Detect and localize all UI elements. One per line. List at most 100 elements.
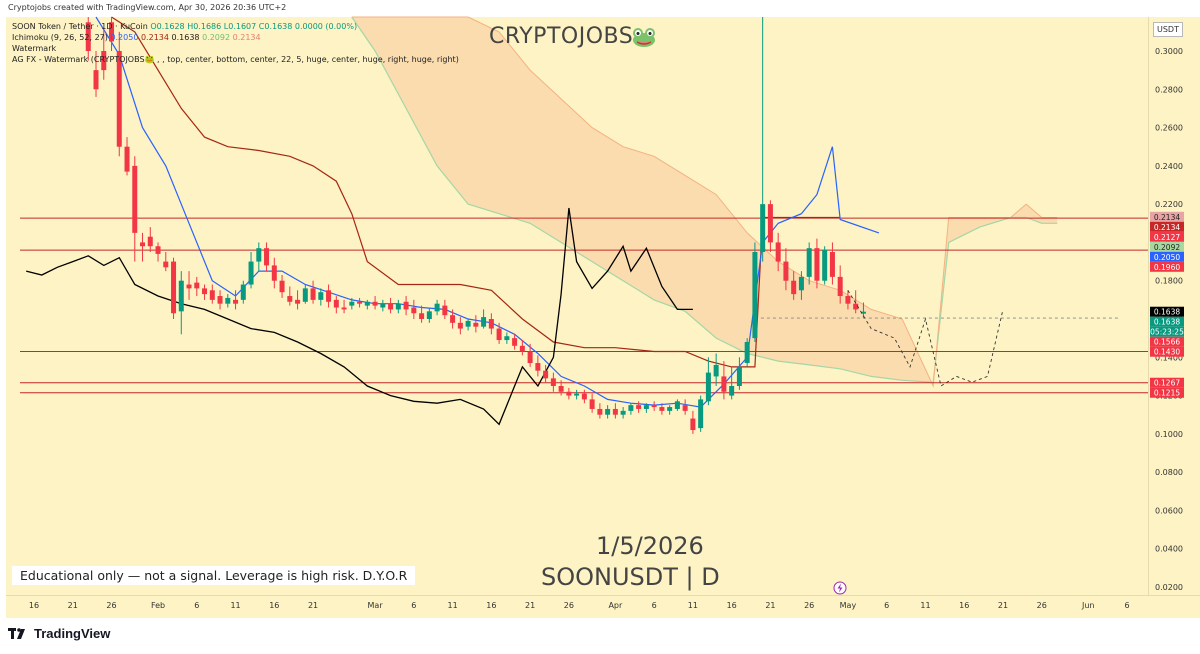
candle-body-22 <box>256 248 262 262</box>
candle-body-31 <box>326 290 332 302</box>
candle-body-29 <box>310 288 316 300</box>
candle-body-45 <box>434 303 440 312</box>
legend-agfx-line[interactable]: AG FX - Watermark (CRYPTOJOBS🐸 , , top, … <box>12 55 459 64</box>
candle-body-57 <box>527 351 533 364</box>
candle-body-92 <box>798 276 804 291</box>
price-label-bg-4 <box>1150 251 1184 262</box>
candle-body-43 <box>419 313 425 319</box>
x-tick-label-22: 11 <box>920 601 930 610</box>
candle-body-63 <box>574 393 580 396</box>
candle-body-17 <box>217 296 223 304</box>
candle-body-3 <box>109 22 115 42</box>
candle-body-39 <box>388 303 394 310</box>
price-label-10: 0.1267 <box>1154 379 1180 388</box>
x-tick-label-5: 11 <box>230 601 240 610</box>
price-label-bg-8 <box>1150 336 1184 347</box>
ichimoku-span-a-line <box>351 16 1058 383</box>
candle-body-20 <box>240 284 246 300</box>
price-label-bg-6 <box>1150 306 1184 317</box>
candle-body-86 <box>752 252 758 339</box>
candle-body-8 <box>147 236 153 247</box>
legend-high: H0.1686 <box>187 22 222 31</box>
candle-body-69 <box>620 410 626 415</box>
candle-body-44 <box>426 311 432 319</box>
chart-credit: Cryptojobs created with TradingView.com,… <box>8 3 287 12</box>
countdown-bg <box>1150 326 1184 337</box>
chikou-span-line <box>26 207 693 426</box>
candle-body-91 <box>791 280 797 295</box>
legend-symbol-line: SOON Token / Tether · 1D · KuCoin O0.162… <box>12 22 357 31</box>
candle-body-11 <box>171 261 177 314</box>
x-tick-label-6: 16 <box>269 601 279 610</box>
price-label-5: 0.1960 <box>1154 263 1180 272</box>
candle-body-87 <box>760 204 766 252</box>
candle-body-84 <box>736 366 742 386</box>
candle-body-42 <box>411 307 417 314</box>
candle-body-9 <box>155 246 161 254</box>
candle-body-75 <box>667 407 673 411</box>
legend-ichimoku-name[interactable]: Ichimoku (9, 26, 52, 27) <box>12 33 108 42</box>
projection-path <box>847 290 1004 387</box>
candle-body-27 <box>295 299 301 304</box>
legend-ichimoku-chikou: 0.1638 <box>171 33 200 42</box>
candle-body-7 <box>140 242 146 247</box>
x-tick-label-12: 21 <box>525 601 535 610</box>
x-tick-label-1: 21 <box>68 601 78 610</box>
x-tick-label-13: 26 <box>564 601 574 610</box>
x-tick-label-16: 11 <box>688 601 698 610</box>
y-tick-label-4: 0.2200 <box>1155 200 1183 209</box>
price-label-1: 0.2134 <box>1154 223 1180 232</box>
price-label-bg-9 <box>1150 346 1184 357</box>
currency-selector[interactable]: USDT <box>1153 22 1183 37</box>
legend-ichimoku-span-a: 0.2092 <box>202 33 231 42</box>
y-tick-label-2: 0.2600 <box>1155 124 1183 133</box>
y-tick-label-6: 0.1800 <box>1155 277 1183 286</box>
candle-body-89 <box>775 242 781 262</box>
time-scale[interactable] <box>6 595 1200 618</box>
candle-body-19 <box>233 299 239 304</box>
legend-symbol[interactable]: SOON Token / Tether · 1D · KuCoin <box>12 22 148 31</box>
x-tick-label-11: 16 <box>486 601 496 610</box>
candle-body-0 <box>85 22 91 51</box>
price-label-3: 0.2092 <box>1154 243 1180 252</box>
legend-watermark-line[interactable]: Watermark <box>12 44 57 53</box>
price-scale[interactable] <box>1148 17 1200 595</box>
candle-body-23 <box>264 248 270 266</box>
countdown-label: 05:23:25 <box>1150 328 1184 337</box>
watermark-brand: CRYPTOJOBS <box>489 24 634 49</box>
kijun-sen-line <box>111 16 841 368</box>
candle-body-93 <box>806 248 812 277</box>
legend-open: O0.1628 <box>150 22 185 31</box>
price-label-bg-3 <box>1150 241 1184 252</box>
candle-body-59 <box>543 370 549 379</box>
price-label-8: 0.1566 <box>1154 338 1180 347</box>
x-tick-label-27: 6 <box>1124 601 1129 610</box>
candle-body-78 <box>690 418 696 431</box>
candle-body-56 <box>519 345 525 352</box>
candle-body-90 <box>783 261 789 281</box>
candle-body-76 <box>674 401 680 409</box>
x-tick-label-23: 16 <box>959 601 969 610</box>
lightning-icon[interactable] <box>833 581 847 595</box>
candle-body-25 <box>279 280 285 293</box>
price-label-11: 0.1215 <box>1154 389 1180 398</box>
tradingview-logo[interactable]: TradingView <box>8 626 110 641</box>
candle-body-99 <box>853 303 859 310</box>
candle-body-96 <box>829 252 835 277</box>
x-tick-label-2: 26 <box>106 601 116 610</box>
ichimoku-cloud <box>351 17 1058 386</box>
price-label-bg-10 <box>1150 377 1184 388</box>
x-tick-label-8: Mar <box>368 601 384 610</box>
candle-body-14 <box>194 282 200 289</box>
candle-body-30 <box>318 292 324 300</box>
candle-body-65 <box>589 399 595 409</box>
candle-body-28 <box>302 288 308 302</box>
x-tick-label-20: May <box>840 601 857 610</box>
legend-ichimoku-tenkan: 0.2050 <box>110 33 139 42</box>
x-tick-label-4: 6 <box>194 601 199 610</box>
x-tick-label-25: 26 <box>1037 601 1047 610</box>
x-tick-label-21: 6 <box>884 601 889 610</box>
candle-body-40 <box>395 303 401 310</box>
y-tick-label-0: 0.3000 <box>1155 47 1183 56</box>
